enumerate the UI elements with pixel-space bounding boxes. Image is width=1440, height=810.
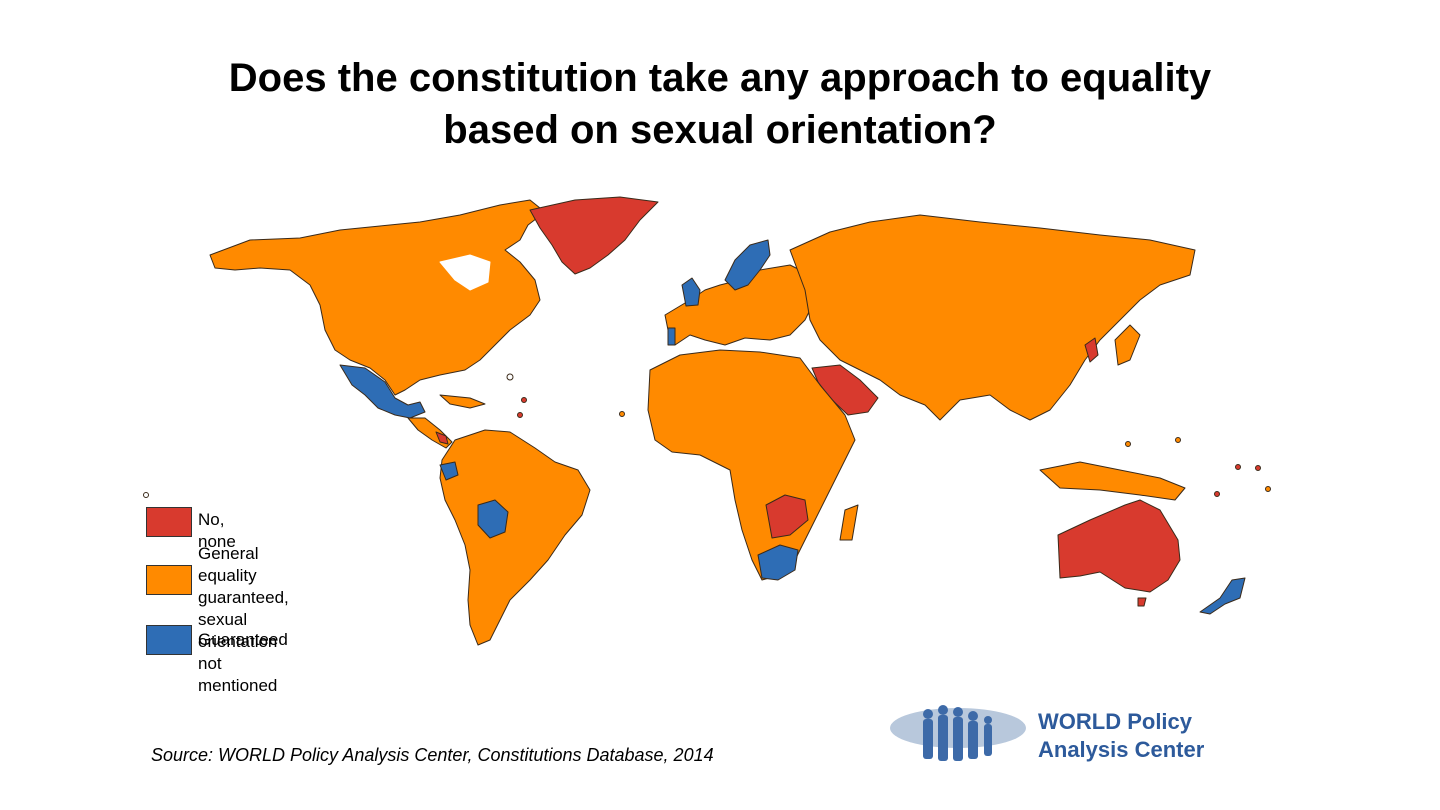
title-line-1: Does the constitution take any approach … (228, 56, 1212, 100)
region-uk (681, 277, 701, 307)
source-note: Source: WORLD Policy Analysis Center, Co… (151, 745, 714, 765)
region-tasmania (1137, 597, 1147, 607)
legend-swatch-blue (146, 625, 192, 655)
legend-label: No, none (198, 510, 236, 551)
logo: WORLD Policy Analysis Center (888, 700, 1228, 772)
island-marker (517, 412, 523, 418)
logo-text: WORLD Policy Analysis Center (1038, 708, 1204, 764)
island-marker (1175, 437, 1181, 443)
region-north-america (209, 199, 546, 396)
legend-swatch-orange (146, 565, 192, 595)
region-south-africa (757, 544, 799, 581)
region-asia (789, 214, 1196, 421)
legend-swatch-red (146, 507, 192, 537)
island-marker (1125, 441, 1131, 447)
region-mexico (339, 364, 426, 419)
logo-line-1: WORLD Policy (1038, 709, 1193, 734)
region-ecuador (439, 461, 459, 481)
island-marker (521, 397, 527, 403)
island-marker (619, 411, 625, 417)
region-south-america (439, 429, 591, 646)
region-greenland (529, 196, 659, 275)
hudson-bay (439, 254, 491, 291)
region-australia (1057, 499, 1181, 593)
title-line-2: based on sexual orientation? (443, 108, 997, 152)
island-marker (1265, 486, 1271, 492)
island-marker (143, 492, 149, 498)
island-marker (506, 373, 514, 381)
region-costa-rica (435, 431, 449, 445)
map-title: Does the constitution take any approach … (0, 52, 1440, 156)
region-korea (1084, 337, 1099, 363)
island-marker (1214, 491, 1220, 497)
region-bolivia (477, 499, 509, 539)
region-caribbean (439, 394, 486, 409)
legend-label: General equality guaranteed, sexual orie… (198, 544, 289, 695)
island-marker (1255, 465, 1261, 471)
logo-line-2: Analysis Center (1038, 737, 1205, 762)
region-new-zealand (1199, 577, 1246, 615)
island-marker (1235, 464, 1241, 470)
region-indonesia (1039, 461, 1186, 501)
region-southern-africa-red (765, 494, 809, 539)
logo-people-icon (890, 705, 1026, 761)
region-japan (1114, 324, 1141, 366)
region-portugal (667, 327, 676, 346)
region-madagascar (839, 504, 859, 541)
legend-label: Guaranteed (198, 630, 288, 649)
region-scandinavia (724, 239, 771, 291)
region-europe (664, 264, 816, 346)
